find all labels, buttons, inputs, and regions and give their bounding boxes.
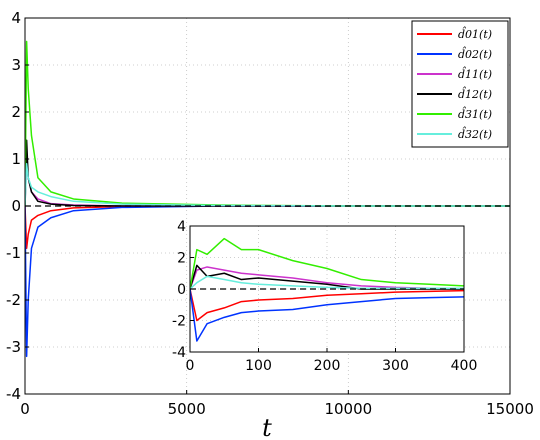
y-tick-label: 0 [11,197,21,215]
y-tick-label: -1 [6,244,21,262]
y-tick-label: 1 [11,150,21,168]
y-tick-label: 3 [11,56,21,74]
y-tick-label: 2 [177,251,186,267]
series-line-4 [190,237,464,290]
x-tick-label: 200 [314,358,341,374]
series-line-5 [190,275,464,290]
series-line-0 [190,288,464,322]
x-tick-label: 100 [245,358,272,374]
x-tick-label: 5000 [168,400,206,418]
y-tick-label: 2 [11,103,21,121]
y-tick-label: -2 [172,314,186,330]
series-line-5 [25,162,510,207]
y-tick-label: -4 [6,385,21,403]
x-tick-label: 300 [382,358,409,374]
x-tick-label: 10000 [324,400,372,418]
legend-box [411,20,509,148]
legend-label-0: d̂01(t) [458,27,492,41]
x-tick-label: 0 [186,358,195,374]
x-tick-label: 0 [20,400,30,418]
y-tick-label: 4 [177,219,186,235]
x-axis-label: t [262,414,272,440]
y-tick-label: -3 [6,338,21,356]
legend-label-4: d̂31(t) [458,107,492,121]
legend-label-3: d̂12(t) [458,87,492,101]
x-tick-label: 15000 [486,400,534,418]
x-tick-label: 400 [451,358,478,374]
legend: d̂01(t) d̂02(t) d̂11(t) d̂12(t) d̂31(t) d̂32(… [411,20,509,148]
y-tick-label: 4 [11,9,21,27]
legend-label-2: d̂11(t) [458,67,492,81]
legend-label-5: d̂32(t) [458,127,492,141]
series-line-1 [190,288,464,342]
y-tick-label: 0 [177,282,186,298]
legend-label-1: d̂02(t) [458,47,492,61]
inset-chart: 0 100 200 300 400 -4 -2 0 2 4 [172,219,477,374]
series-group [25,40,510,358]
y-tick-label: -2 [6,291,21,309]
y-tick-label: -4 [172,345,186,361]
